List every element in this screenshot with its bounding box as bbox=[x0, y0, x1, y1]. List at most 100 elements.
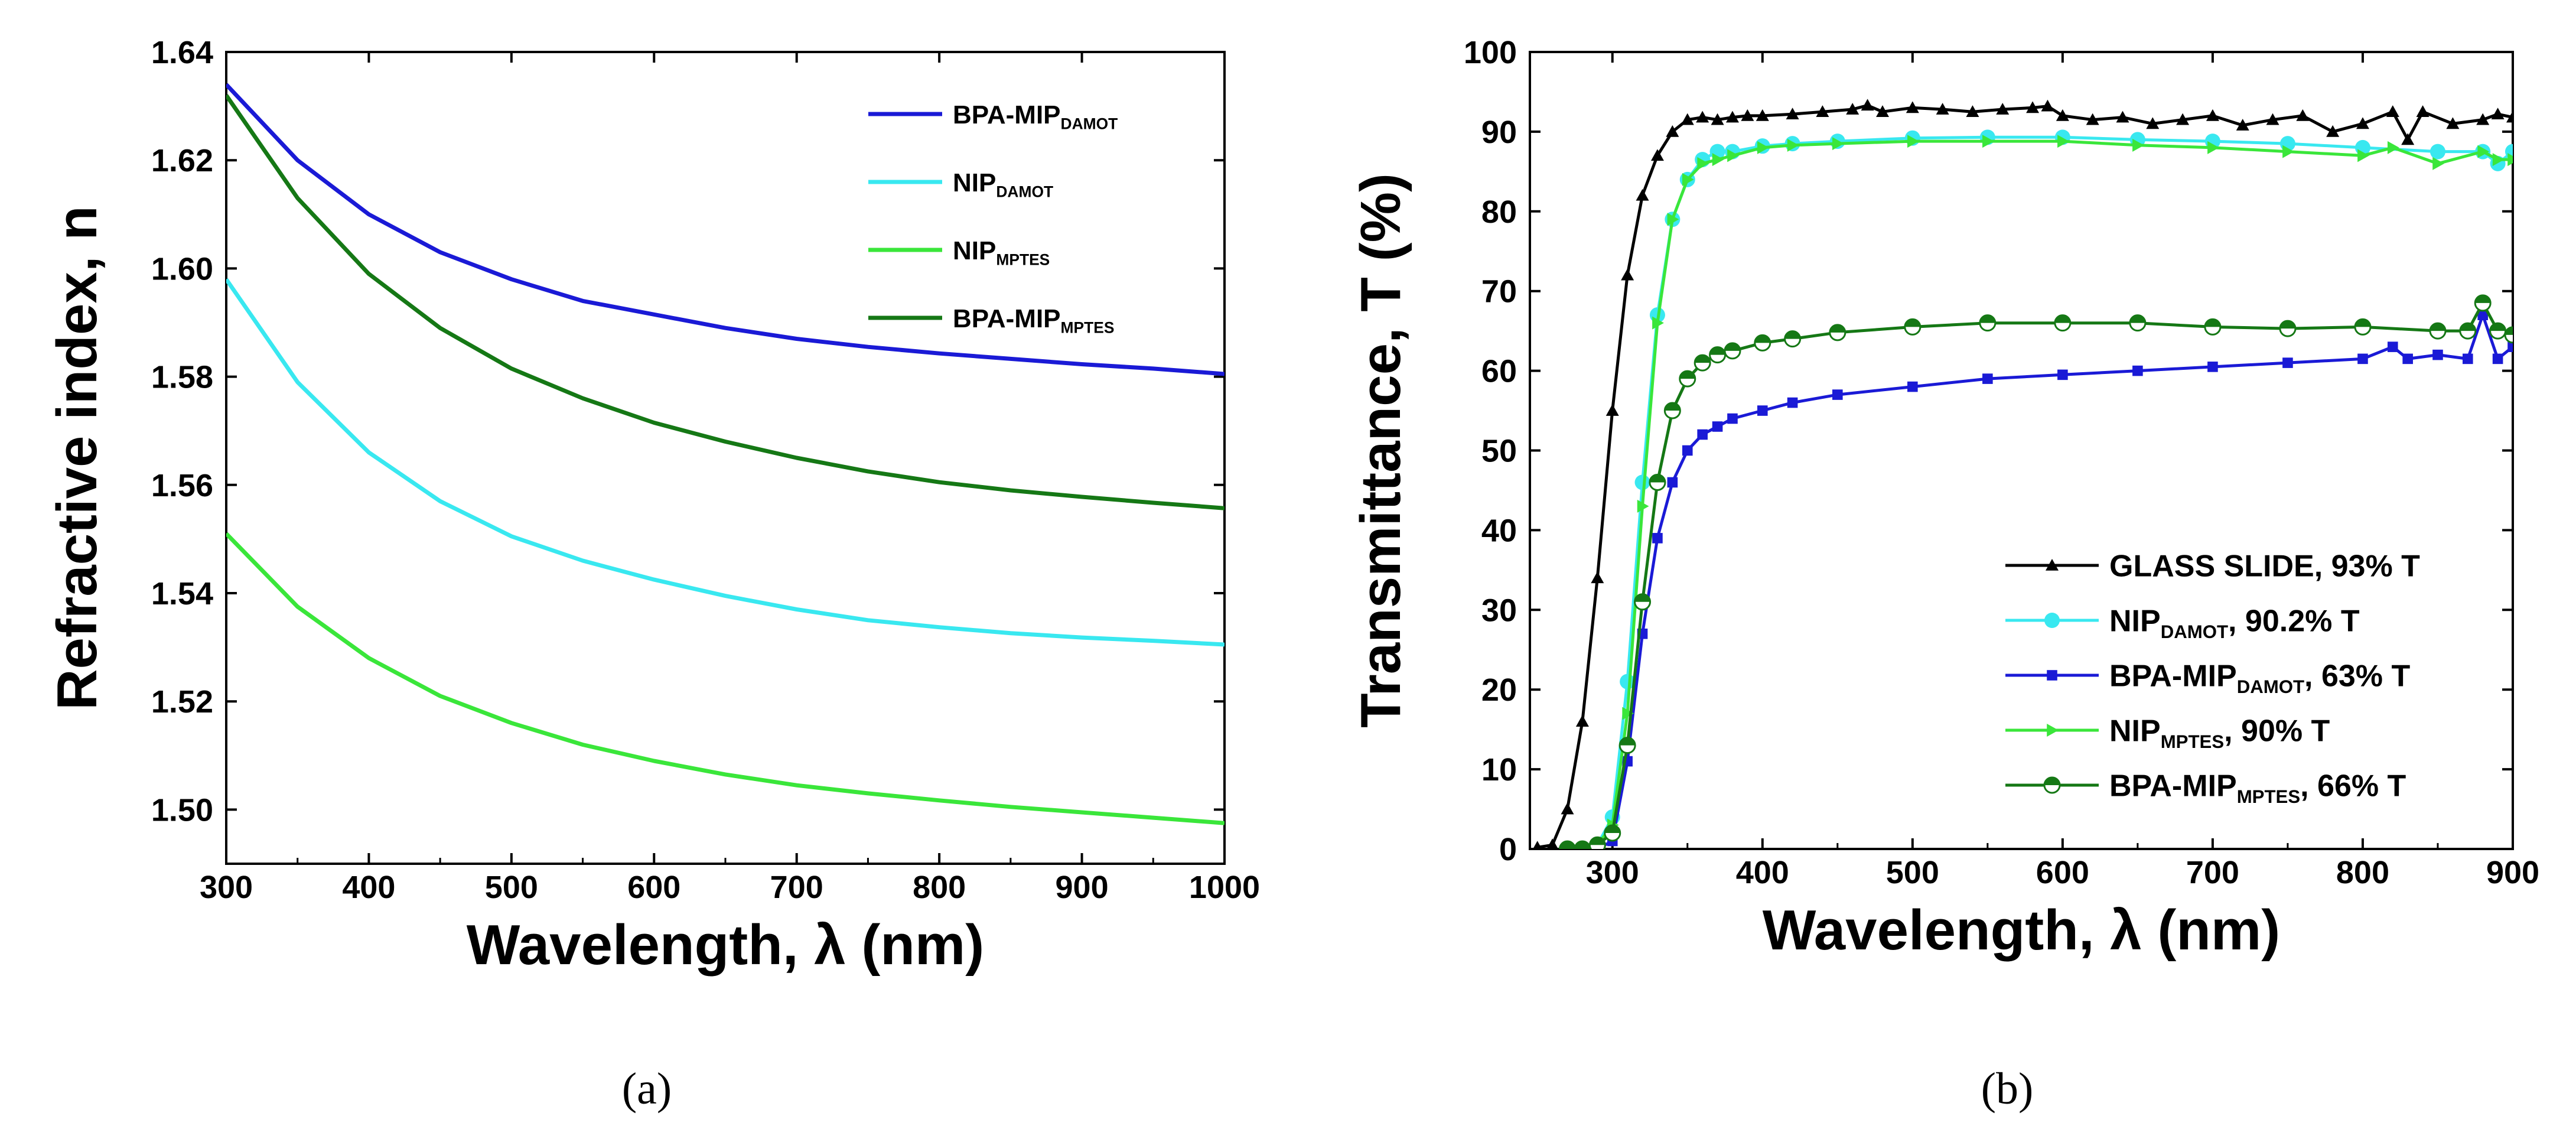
legend-entry-bpa-mip-damot: BPA-MIPDAMOT, 63% T bbox=[2005, 659, 2410, 697]
y-tick-label: 1.54 bbox=[151, 576, 213, 611]
data-point bbox=[1636, 188, 1649, 201]
y-tick-label: 1.52 bbox=[151, 684, 213, 720]
data-point bbox=[2282, 145, 2294, 158]
legend-label: BPA-MIPMPTES, 66% T bbox=[2109, 769, 2406, 807]
data-point bbox=[2236, 119, 2249, 131]
legend-entry-nip-damot: NIPDAMOT, 90.2% T bbox=[2005, 604, 2360, 642]
data-point bbox=[1666, 125, 1679, 137]
data-point bbox=[1650, 149, 1664, 161]
panel-a-caption: (a) bbox=[622, 1064, 672, 1114]
data-point bbox=[2356, 117, 2369, 129]
data-point bbox=[1681, 113, 1694, 125]
legend-label: NIPDAMOT bbox=[953, 168, 1053, 201]
data-point bbox=[1757, 405, 1768, 416]
data-point bbox=[2026, 101, 2040, 113]
data-point bbox=[1816, 105, 1829, 117]
data-point bbox=[1832, 389, 1843, 400]
data-point bbox=[1649, 473, 1666, 491]
data-point bbox=[1936, 103, 1949, 115]
data-point bbox=[2176, 113, 2190, 125]
data-point bbox=[1786, 108, 1799, 120]
data-point bbox=[2057, 369, 2068, 380]
data-point bbox=[2357, 353, 2368, 365]
y-tick-label: 1.64 bbox=[151, 35, 213, 70]
y-tick-label: 1.58 bbox=[151, 360, 213, 395]
data-point bbox=[2507, 153, 2513, 167]
data-point bbox=[1604, 824, 1621, 842]
data-point bbox=[1682, 445, 1693, 456]
series-nip-damot bbox=[226, 278, 1225, 647]
x-tick-label: 500 bbox=[485, 870, 538, 905]
panel-a-refractive-index-chart: 300 400 500 600 700 800 900 1000 1.50 1.52 1.54 1.5… bbox=[45, 35, 1260, 1114]
data-point bbox=[1682, 173, 1694, 186]
x-tick-label: 500 bbox=[1886, 855, 1939, 890]
data-point bbox=[1712, 153, 1724, 167]
data-point bbox=[2506, 110, 2513, 123]
data-point bbox=[2430, 144, 2445, 160]
x-axis-title: Wavelength, λ (nm) bbox=[1763, 899, 2281, 962]
series-line bbox=[1537, 103, 2513, 849]
x-tick-label: 700 bbox=[770, 870, 823, 905]
data-point bbox=[2296, 109, 2310, 121]
legend-label: BPA-MIPMPTES bbox=[953, 304, 1114, 337]
legend-label: NIPMPTES, 90% T bbox=[2109, 714, 2330, 752]
x-tick-label: 900 bbox=[1056, 870, 1109, 905]
data-point bbox=[2432, 157, 2444, 170]
data-point bbox=[1754, 334, 1771, 352]
series-line bbox=[1567, 139, 2513, 849]
data-point bbox=[2056, 109, 2069, 121]
y-tick-label: 80 bbox=[1481, 194, 1517, 230]
data-point bbox=[1829, 324, 1846, 341]
legend-label: BPA-MIPDAMOT bbox=[953, 100, 1118, 133]
x-tick-label: 300 bbox=[200, 870, 253, 905]
data-point bbox=[1679, 370, 1696, 388]
legend-entry-nip-mptes: NIPMPTES bbox=[868, 236, 1050, 269]
series-bpa-mip-damot bbox=[226, 83, 1225, 376]
data-point bbox=[1756, 109, 1769, 121]
x-tick-label: 900 bbox=[2486, 855, 2539, 890]
data-point bbox=[2057, 135, 2069, 148]
series-bpa-mip-mptes bbox=[226, 94, 1225, 510]
data-point bbox=[1996, 103, 2010, 115]
data-point bbox=[1652, 316, 1664, 330]
data-point bbox=[1667, 213, 1679, 226]
data-point bbox=[2386, 105, 2399, 117]
x-axis-title: Wavelength, λ (nm) bbox=[467, 913, 985, 977]
series-line bbox=[226, 94, 1225, 510]
data-point bbox=[2207, 141, 2219, 154]
y-tick-label: 30 bbox=[1481, 593, 1517, 628]
data-point bbox=[2459, 322, 2477, 340]
data-point bbox=[1697, 157, 1709, 170]
data-point bbox=[1784, 330, 1802, 348]
legend-marker bbox=[2047, 670, 2057, 681]
data-point bbox=[1663, 402, 1681, 419]
data-point bbox=[2446, 117, 2460, 129]
data-point bbox=[1712, 421, 1723, 432]
legend-label: BPA-MIPDAMOT, 63% T bbox=[2109, 659, 2410, 697]
data-point bbox=[1618, 737, 1636, 754]
data-point bbox=[2387, 141, 2399, 154]
data-point bbox=[2207, 362, 2218, 372]
data-point bbox=[1787, 397, 1798, 408]
data-point bbox=[2354, 318, 2372, 336]
series-line bbox=[226, 83, 1225, 376]
data-point bbox=[1546, 838, 1558, 849]
y-tick-label: 1.62 bbox=[151, 143, 213, 178]
data-point bbox=[1667, 477, 1678, 488]
data-point bbox=[1697, 429, 1708, 440]
data-point bbox=[2054, 314, 2072, 332]
data-point bbox=[1982, 373, 1993, 384]
y-tick-label: 60 bbox=[1481, 354, 1517, 389]
data-point bbox=[1724, 342, 1741, 360]
data-point bbox=[1711, 113, 1724, 125]
x-tick-label: 400 bbox=[1736, 855, 1789, 890]
data-point bbox=[1757, 141, 1769, 154]
series-line bbox=[226, 278, 1225, 647]
series-bpa-mip-damot bbox=[1562, 310, 2513, 849]
data-point bbox=[1559, 840, 1577, 849]
data-point bbox=[2357, 149, 2369, 162]
data-point bbox=[2387, 341, 2398, 352]
y-tick-label: 40 bbox=[1481, 513, 1517, 548]
y-axis-title: Transmittance, T (%) bbox=[1349, 173, 1412, 728]
